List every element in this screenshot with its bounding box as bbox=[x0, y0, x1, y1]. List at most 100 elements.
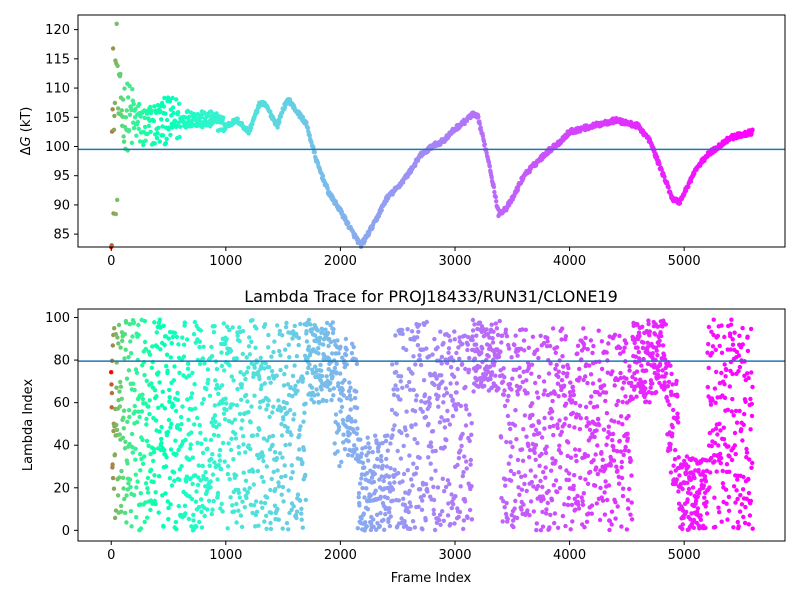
lambda-point bbox=[646, 318, 651, 323]
lambda-point bbox=[553, 350, 558, 355]
lambda-point bbox=[545, 339, 550, 344]
lambda-point bbox=[573, 507, 578, 512]
lambda-point bbox=[239, 524, 245, 530]
lambda-point bbox=[702, 474, 708, 479]
lambda-point bbox=[566, 495, 571, 501]
lambda-point bbox=[635, 345, 640, 350]
lambda-point bbox=[452, 337, 457, 342]
lambda-point bbox=[412, 525, 418, 530]
lambda-point bbox=[110, 475, 116, 481]
lambda-point bbox=[268, 520, 273, 526]
lambda-point bbox=[727, 454, 732, 459]
lambda-point bbox=[521, 338, 527, 343]
lambda-y-tick-label: 0 bbox=[62, 524, 70, 539]
lambda-point bbox=[138, 468, 143, 473]
lambda-point bbox=[298, 321, 303, 327]
lambda-point bbox=[507, 381, 513, 387]
lambda-point bbox=[180, 404, 185, 409]
lambda-point bbox=[595, 443, 600, 448]
lambda-point bbox=[602, 383, 607, 388]
lambda-point bbox=[543, 465, 548, 470]
lambda-point bbox=[403, 427, 408, 433]
lambda-point bbox=[153, 418, 159, 423]
lambda-point bbox=[629, 473, 634, 478]
lambda-point bbox=[277, 451, 283, 456]
lambda-point bbox=[447, 422, 453, 427]
lambda-point bbox=[214, 382, 220, 388]
lambda-point bbox=[125, 487, 130, 492]
lambda-point bbox=[316, 346, 321, 351]
lambda-point bbox=[158, 325, 163, 330]
lambda-point bbox=[533, 427, 539, 433]
lambda-point bbox=[359, 516, 364, 521]
lambda-point bbox=[129, 431, 135, 437]
lambda-point bbox=[283, 442, 288, 448]
lambda-point bbox=[469, 484, 474, 489]
lambda-point bbox=[143, 481, 149, 486]
lambda-point bbox=[659, 356, 664, 361]
lambda-point bbox=[391, 387, 396, 392]
delta-g-point bbox=[137, 101, 142, 107]
lambda-point bbox=[364, 471, 370, 476]
lambda-point bbox=[733, 500, 738, 505]
lambda-point bbox=[166, 417, 172, 423]
lambda-point bbox=[599, 450, 604, 455]
lambda-point bbox=[745, 348, 751, 354]
lambda-point bbox=[290, 394, 295, 399]
lambda-y-tick-label: 40 bbox=[53, 439, 70, 454]
lambda-point bbox=[216, 391, 221, 396]
lambda-point bbox=[109, 390, 115, 396]
lambda-point bbox=[556, 374, 561, 379]
lambda-point bbox=[633, 354, 638, 359]
lambda-point bbox=[555, 489, 560, 495]
lambda-point bbox=[470, 328, 476, 333]
lambda-point bbox=[510, 444, 515, 450]
lambda-point bbox=[295, 388, 300, 393]
lambda-point bbox=[198, 430, 203, 436]
lambda-point bbox=[452, 402, 458, 407]
lambda-point bbox=[164, 363, 169, 369]
lambda-point bbox=[668, 470, 674, 475]
lambda-point bbox=[171, 378, 176, 383]
lambda-point bbox=[550, 409, 555, 414]
lambda-point bbox=[254, 326, 259, 331]
lambda-point bbox=[726, 494, 732, 500]
lambda-point bbox=[416, 504, 421, 509]
lambda-point bbox=[266, 398, 271, 403]
lambda-point bbox=[387, 506, 392, 511]
lambda-point bbox=[177, 370, 182, 375]
lambda-point bbox=[605, 435, 610, 440]
lambda-point bbox=[185, 366, 191, 371]
lambda-point bbox=[167, 395, 172, 400]
lambda-point bbox=[279, 433, 285, 438]
lambda-point bbox=[306, 365, 311, 371]
lambda-point bbox=[653, 332, 658, 337]
lambda-point bbox=[688, 517, 693, 522]
lambda-point bbox=[441, 340, 446, 346]
lambda-point bbox=[179, 464, 184, 469]
lambda-point bbox=[233, 473, 239, 478]
lambda-point bbox=[606, 424, 611, 429]
lambda-point bbox=[164, 455, 169, 460]
lambda-point bbox=[232, 509, 237, 514]
delta-g-point bbox=[163, 141, 168, 146]
lambda-point bbox=[117, 475, 122, 480]
lambda-point bbox=[226, 441, 231, 446]
lambda-point bbox=[619, 459, 624, 465]
lambda-point bbox=[720, 468, 725, 474]
lambda-point bbox=[503, 511, 509, 517]
lambda-point bbox=[436, 394, 441, 399]
lambda-point bbox=[527, 513, 532, 518]
lambda-point bbox=[558, 465, 563, 470]
lambda-point bbox=[449, 355, 454, 360]
lambda-point bbox=[162, 342, 167, 348]
lambda-point bbox=[635, 323, 640, 328]
lambda-point bbox=[518, 384, 523, 390]
lambda-point bbox=[276, 517, 281, 522]
lambda-point bbox=[186, 516, 192, 522]
lambda-point bbox=[459, 361, 465, 367]
lambda-point bbox=[324, 374, 329, 379]
lambda-point bbox=[417, 353, 422, 358]
lambda-point bbox=[616, 420, 621, 425]
lambda-point bbox=[423, 518, 428, 523]
